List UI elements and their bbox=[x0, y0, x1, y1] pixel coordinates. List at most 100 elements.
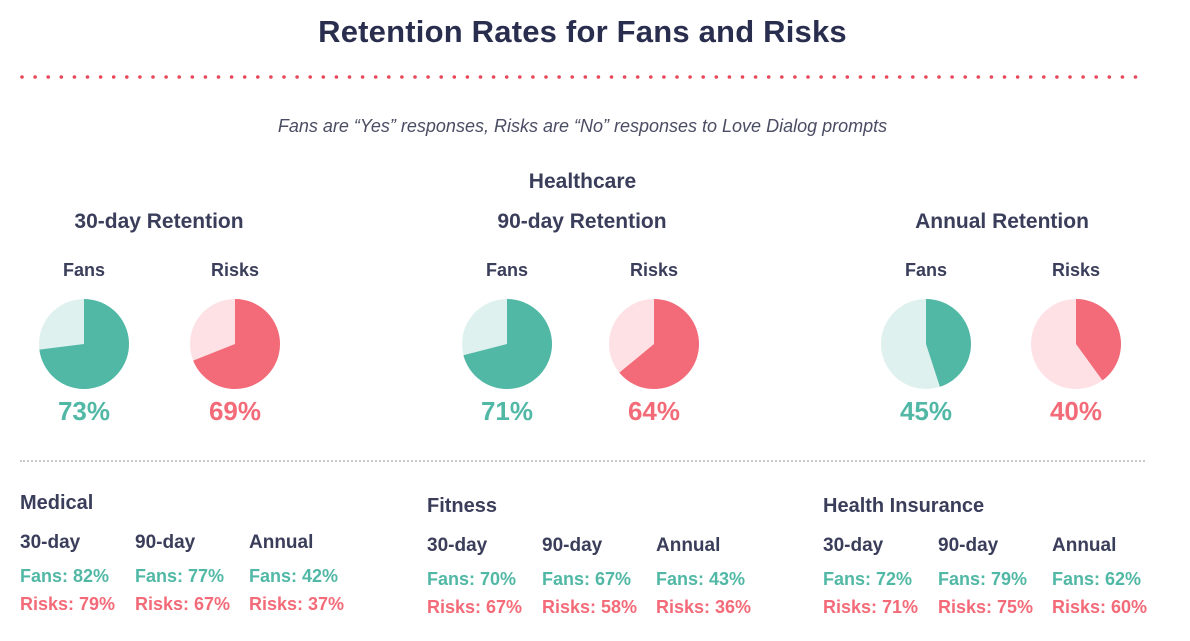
divider-dot bbox=[439, 75, 444, 79]
divider-dot bbox=[819, 75, 823, 79]
divider-dot bbox=[321, 75, 326, 79]
fans-line-label: Fans: bbox=[542, 569, 596, 589]
fans-line-value: 77% bbox=[188, 566, 225, 586]
divider-dot bbox=[963, 75, 967, 79]
divider-dot bbox=[426, 75, 430, 79]
divider-dot bbox=[400, 75, 404, 79]
fans-label: Fans bbox=[62, 260, 105, 280]
divider-dot bbox=[976, 75, 981, 79]
divider-dot bbox=[242, 75, 247, 79]
period-column: 90-day Fans: 79% Risks: 75% bbox=[938, 535, 1053, 625]
period-label: Annual bbox=[1052, 535, 1117, 556]
divider-dot bbox=[858, 75, 863, 79]
dotted-divider-middle bbox=[20, 460, 1145, 462]
divider-dot bbox=[570, 75, 574, 79]
risks-line-value: 37% bbox=[308, 594, 345, 614]
divider-dot bbox=[1002, 75, 1007, 79]
fans-line-value: 72% bbox=[876, 569, 913, 589]
divider-dot bbox=[334, 75, 339, 79]
period-label: 30-day bbox=[20, 532, 81, 553]
fans-line-value: 79% bbox=[991, 569, 1028, 589]
fans-line-label: Fans: bbox=[938, 569, 992, 589]
period-column: Annual Fans: 42% Risks: 37% bbox=[249, 532, 364, 622]
risks-line-label: Risks: bbox=[656, 597, 716, 617]
risks-line-label: Risks: bbox=[938, 597, 998, 617]
retention-group-90-day: 90-day Retention Fans 71% Risks 64% bbox=[432, 210, 732, 440]
dotted-divider-top bbox=[20, 75, 1138, 79]
fans-line-label: Fans: bbox=[135, 566, 189, 586]
fans-value: 45% bbox=[899, 396, 953, 426]
fans-value: 73% bbox=[57, 396, 111, 426]
divider-dot bbox=[347, 75, 352, 79]
risks-pie-column: Risks 69% bbox=[175, 260, 295, 427]
breakdown-periods: 30-day Fans: 72% Risks: 71% 90-day Fans:… bbox=[823, 535, 1183, 617]
risks-pie-column: Risks 64% bbox=[594, 260, 714, 427]
divider-dot bbox=[649, 75, 653, 79]
divider-dot bbox=[596, 75, 601, 79]
breakdown-periods: 30-day Fans: 70% Risks: 67% 90-day Fans:… bbox=[427, 535, 787, 617]
divider-dot bbox=[413, 75, 417, 79]
divider-dot bbox=[1068, 75, 1072, 79]
fans-pie bbox=[462, 299, 552, 389]
risks-label: Risks bbox=[210, 260, 260, 280]
period-label: 90-day bbox=[938, 535, 999, 556]
group-title: Annual Retention bbox=[915, 210, 1089, 233]
subtitle: Fans are “Yes” responses, Risks are “No”… bbox=[277, 116, 888, 136]
divider-dot bbox=[924, 75, 928, 79]
period-column: 30-day Fans: 72% Risks: 71% bbox=[823, 535, 938, 625]
period-column: 90-day Fans: 67% Risks: 58% bbox=[542, 535, 657, 625]
fans-line-label: Fans: bbox=[1052, 569, 1106, 589]
fans-line: Fans: 77% bbox=[135, 566, 250, 594]
period-label: 30-day bbox=[823, 535, 884, 556]
risks-line: Risks: 79% bbox=[20, 594, 135, 622]
risks-line-label: Risks: bbox=[135, 594, 195, 614]
divider-dot bbox=[269, 75, 273, 79]
divider-dot bbox=[504, 75, 509, 79]
fans-line-label: Fans: bbox=[20, 566, 74, 586]
fans-line: Fans: 67% bbox=[542, 569, 657, 597]
divider-dot bbox=[675, 75, 679, 79]
divider-dot bbox=[452, 75, 457, 79]
period-column: 30-day Fans: 70% Risks: 67% bbox=[427, 535, 542, 625]
divider-dot bbox=[688, 75, 692, 79]
risks-line-label: Risks: bbox=[1052, 597, 1112, 617]
divider-dot bbox=[727, 75, 732, 79]
group-title: 30-day Retention bbox=[74, 210, 244, 233]
fans-line-label: Fans: bbox=[656, 569, 710, 589]
page-title: Retention Rates for Fans and Risks bbox=[318, 14, 847, 49]
divider-dot bbox=[1055, 75, 1059, 79]
divider-dot bbox=[766, 75, 771, 79]
period-label: 90-day bbox=[135, 532, 196, 553]
risks-value: 69% bbox=[208, 396, 262, 426]
period-label: 90-day bbox=[542, 535, 603, 556]
divider-dot bbox=[478, 75, 483, 79]
divider-dot bbox=[662, 75, 666, 79]
breakdown-periods: 30-day Fans: 82% Risks: 79% 90-day Fans:… bbox=[20, 532, 380, 614]
fans-line: Fans: 62% bbox=[1052, 569, 1167, 597]
breakdown-fitness: Fitness 30-day Fans: 70% Risks: 67% 90-d… bbox=[427, 495, 787, 617]
risks-pie bbox=[609, 299, 699, 389]
period-column: 90-day Fans: 77% Risks: 67% bbox=[135, 532, 250, 622]
fans-pie-slice bbox=[463, 299, 552, 389]
divider-dot bbox=[622, 75, 627, 79]
divider-dot bbox=[491, 75, 496, 79]
breakdown-medical: Medical 30-day Fans: 82% Risks: 79% 90-d… bbox=[20, 492, 380, 614]
divider-dot bbox=[256, 75, 260, 79]
divider-dot bbox=[229, 75, 234, 79]
risks-label: Risks bbox=[1051, 260, 1101, 280]
risks-line-value: 67% bbox=[486, 597, 523, 617]
divider-dot bbox=[46, 75, 50, 79]
divider-dot bbox=[72, 75, 77, 79]
divider-dot bbox=[465, 75, 470, 79]
divider-dot bbox=[531, 75, 535, 79]
risks-line: Risks: 37% bbox=[249, 594, 364, 622]
divider-dot bbox=[871, 75, 876, 79]
fans-label: Fans bbox=[485, 260, 528, 280]
divider-dot bbox=[557, 75, 561, 79]
divider-dot bbox=[793, 75, 797, 79]
fans-label: Fans bbox=[904, 260, 947, 280]
divider-dot bbox=[701, 75, 705, 79]
fans-line-value: 82% bbox=[73, 566, 110, 586]
section-title: Healthcare bbox=[528, 170, 637, 193]
period-label: Annual bbox=[249, 532, 314, 553]
